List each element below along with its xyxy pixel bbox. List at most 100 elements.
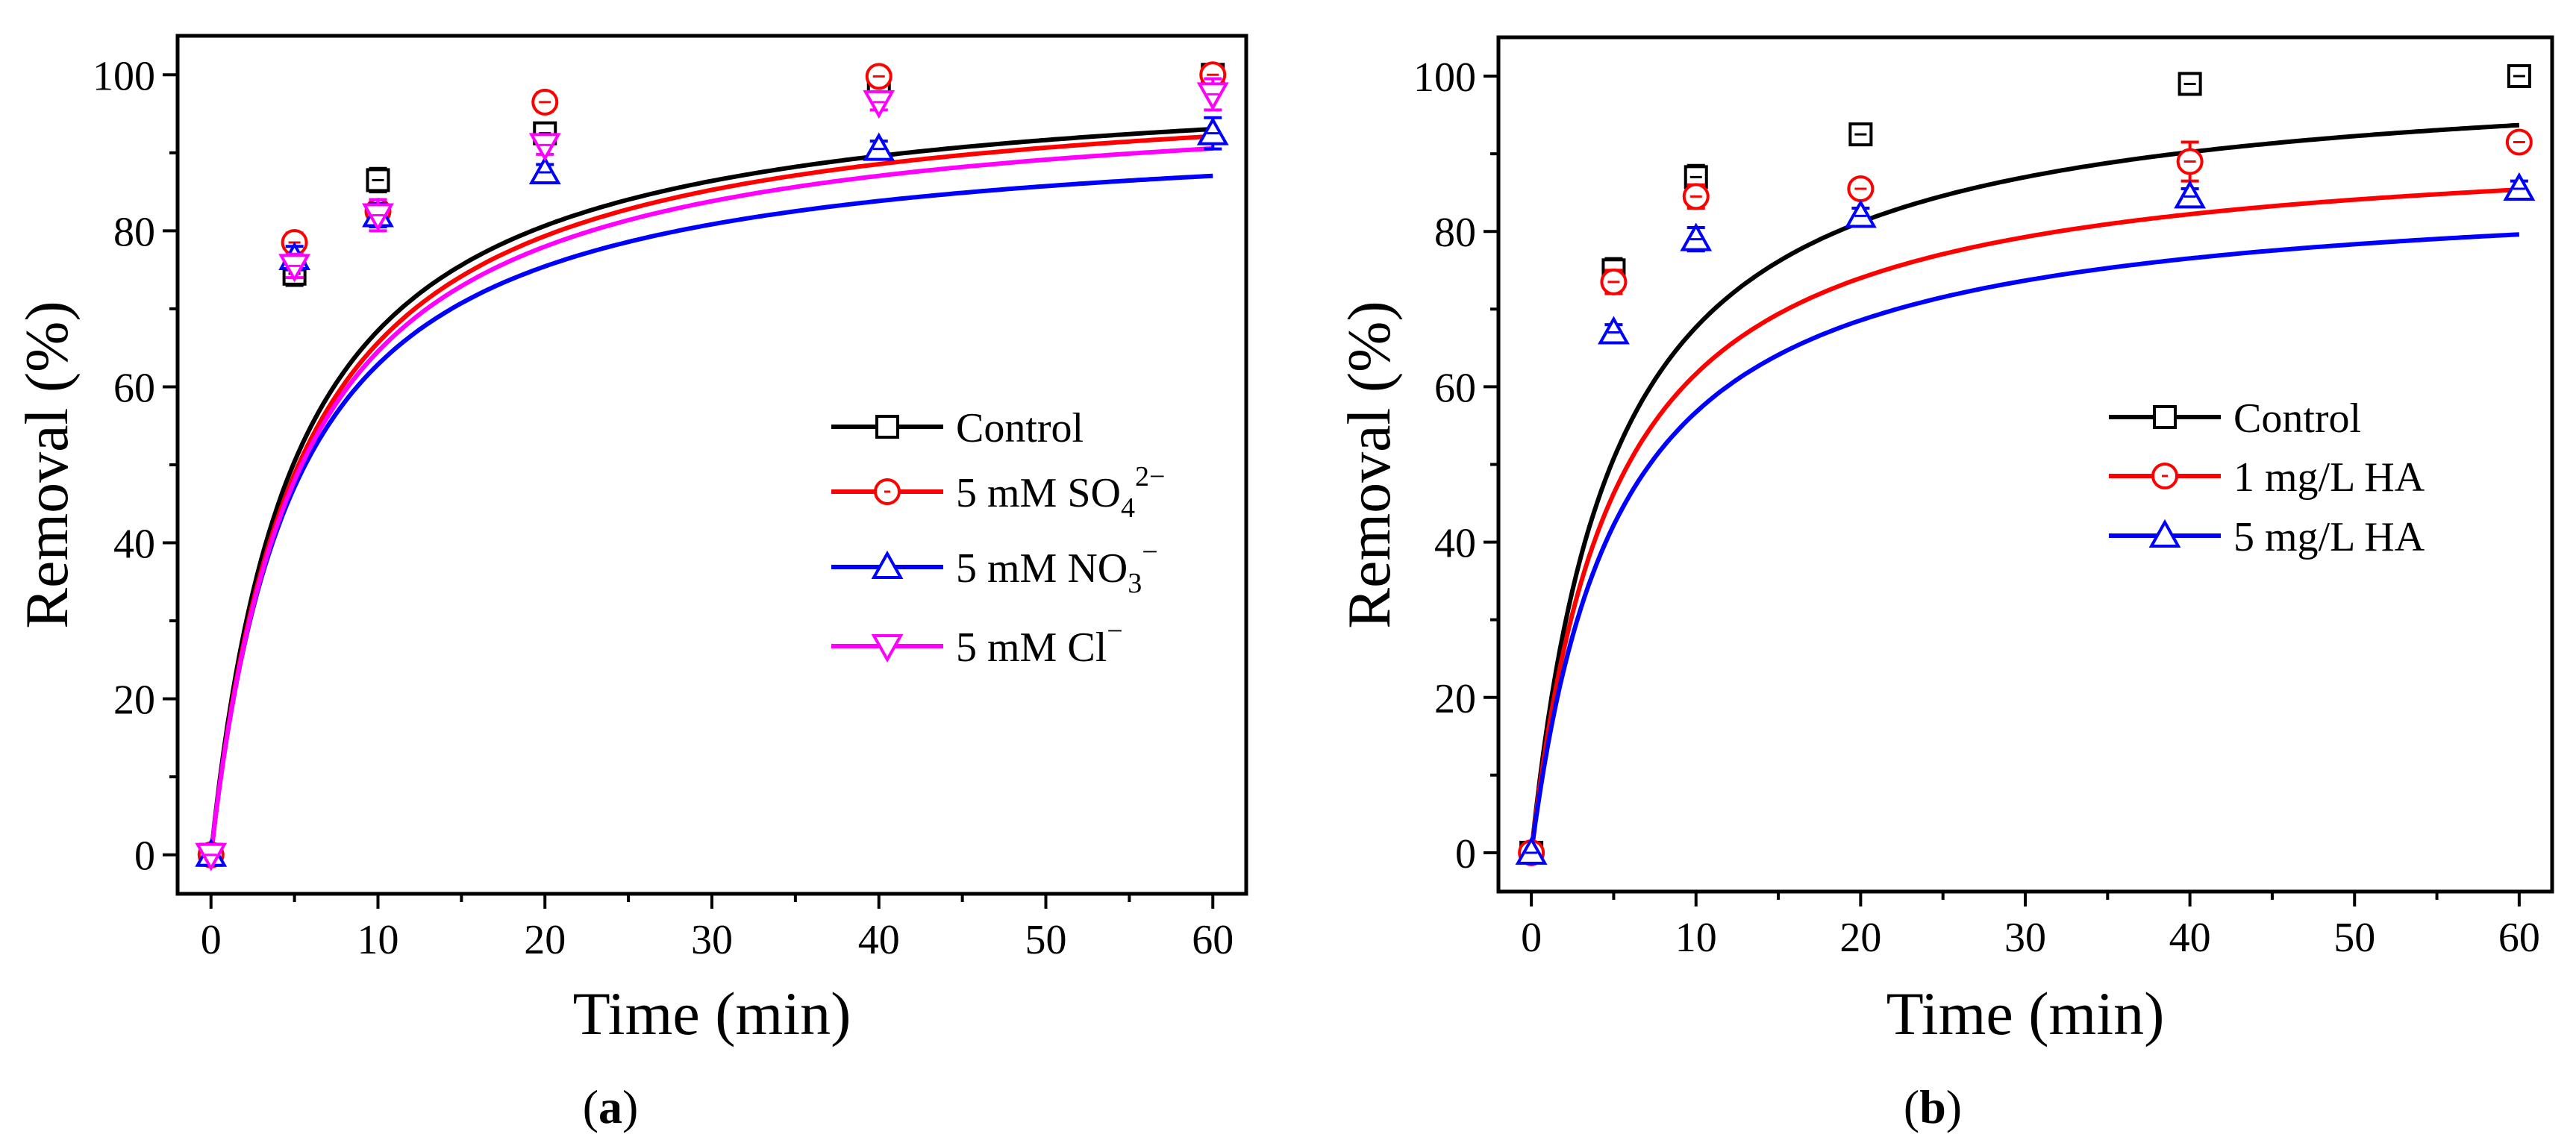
- data-point: [863, 90, 895, 119]
- x-tick-label: 50: [2333, 915, 2375, 961]
- data-point: [528, 155, 561, 184]
- x-tick-label: 60: [1192, 917, 1234, 963]
- fit-curve-0: [1529, 122, 2520, 854]
- y-axis-title: Removal (%): [13, 301, 81, 628]
- x-tick-label: 50: [1025, 917, 1067, 963]
- data-point: [1680, 222, 1713, 251]
- fit-curve-2: [1529, 232, 2520, 854]
- y-tick-label: 20: [113, 677, 155, 724]
- data-point: [528, 133, 561, 162]
- fit-curves: [208, 127, 1213, 856]
- fit-curve-0: [208, 127, 1213, 856]
- legend-entry-chloride: 5 mM Cl−: [831, 616, 1123, 671]
- legend-label-control: Control: [956, 405, 1084, 451]
- legend-entry-5mg-ha: 5 mg/L HA: [2109, 514, 2425, 560]
- legend-label-sulfate: 5 mM SO: [956, 470, 1121, 516]
- legend: Control 1 mg/L HA 5 mg/L HA: [2109, 395, 2425, 560]
- fit-curve-1: [1529, 187, 2520, 854]
- legend-label-chloride: 5 mM Cl: [956, 624, 1107, 671]
- y-tick-label: 60: [113, 365, 155, 411]
- x-tick-label: 60: [2498, 915, 2540, 961]
- panel-label: (a): [583, 1080, 639, 1133]
- svg-text:5 mg/L HA: 5 mg/L HA: [2233, 514, 2425, 560]
- x-tick-labels: 0 10 20 30 40 50 60: [1521, 915, 2540, 961]
- y-axis-title: Removal (%): [1335, 301, 1403, 628]
- legend: Control 5 mM SO42− 5 mM NO3− 5 mM Cl−: [831, 405, 1165, 671]
- legend-entry-control: Control: [831, 405, 1084, 451]
- data-points: [1515, 64, 2536, 866]
- fit-curve-1: [208, 134, 1213, 856]
- data-point: [1196, 116, 1229, 145]
- x-tick-label: 30: [2004, 915, 2046, 961]
- data-point: [362, 203, 394, 232]
- legend-entry-control: Control: [2109, 395, 2361, 442]
- data-point: [1598, 316, 1630, 345]
- panel-a-chart: 0 10 20 30 40 50 60 0 20 40 60 80 100 Control 5 mM …: [13, 34, 1248, 1133]
- legend-label-nitrate: 5 mM NO: [956, 545, 1128, 592]
- y-tick-label: 40: [1434, 521, 1476, 567]
- y-tick-label: 40: [113, 522, 155, 568]
- svg-text:5 mM Cl−: 5 mM Cl−: [956, 616, 1123, 671]
- legend-superscript-sulfate: 2−: [1135, 461, 1165, 492]
- legend-superscript-nitrate: −: [1142, 536, 1157, 568]
- legend-entry-sulfate: 5 mM SO42−: [831, 461, 1165, 524]
- svg-text:Control: Control: [956, 405, 1084, 451]
- x-tick-label: 0: [1521, 915, 1542, 961]
- svg-text:1 mg/L HA: 1 mg/L HA: [2233, 454, 2425, 501]
- legend-label-1mg-ha: 1 mg/L HA: [2233, 454, 2425, 501]
- x-tick-label: 0: [201, 917, 222, 963]
- legend-entry-1mg-ha: 1 mg/L HA: [2109, 454, 2425, 501]
- y-tick-label: 0: [1455, 831, 1476, 877]
- panel-label: (b): [1904, 1080, 1962, 1133]
- data-point: [2503, 172, 2536, 201]
- legend-superscript-chloride: −: [1107, 616, 1122, 647]
- x-tick-labels: 0 10 20 30 40 50 60: [201, 917, 1234, 963]
- data-point: [863, 132, 895, 161]
- fit-curve-2: [208, 173, 1213, 856]
- y-tick-label: 0: [134, 833, 155, 880]
- svg-text:5 mM SO42−: 5 mM SO42−: [956, 461, 1165, 524]
- data-point: [2174, 180, 2207, 209]
- x-tick-label: 10: [1675, 915, 1717, 961]
- svg-text:5 mM NO3−: 5 mM NO3−: [956, 536, 1158, 599]
- legend-label-5mg-ha: 5 mg/L HA: [2233, 514, 2425, 560]
- fit-curves: [1529, 122, 2520, 854]
- x-tick-label: 20: [1839, 915, 1881, 961]
- data-point: [1196, 82, 1229, 111]
- axis-ticks: [163, 73, 1215, 909]
- svg-text:Control: Control: [2233, 395, 2361, 442]
- data-point: [2178, 72, 2202, 96]
- fit-curve-3: [208, 146, 1213, 856]
- x-tick-label: 10: [357, 917, 399, 963]
- x-tick-label: 20: [524, 917, 566, 963]
- x-axis-title: Time (min): [1886, 980, 2165, 1048]
- legend-entry-nitrate: 5 mM NO3−: [831, 536, 1158, 599]
- y-tick-labels: 0 20 40 60 80 100: [93, 53, 155, 879]
- data-point: [366, 168, 390, 192]
- y-tick-label: 100: [1413, 54, 1476, 101]
- y-tick-label: 20: [1434, 676, 1476, 722]
- y-tick-label: 60: [1434, 365, 1476, 411]
- data-point: [1848, 122, 1873, 147]
- legend-label-control: Control: [2233, 395, 2361, 442]
- y-tick-labels: 0 20 40 60 80 100: [1413, 54, 1476, 877]
- data-points: [195, 61, 1229, 871]
- data-point: [1515, 836, 1548, 865]
- data-point: [1844, 199, 1877, 228]
- data-point: [278, 254, 311, 283]
- legend-subscript-nitrate: 3: [1128, 568, 1142, 599]
- panel-b-chart: 0 10 20 30 40 50 60 0 20 40 60 80 100 Control 1 mg/…: [1335, 35, 2554, 1133]
- y-tick-label: 100: [93, 53, 155, 99]
- panel-letter: a: [598, 1080, 622, 1133]
- legend-subscript-sulfate: 4: [1121, 492, 1135, 524]
- x-axis-title: Time (min): [573, 980, 851, 1048]
- data-point: [195, 842, 228, 871]
- y-tick-label: 80: [113, 209, 155, 255]
- x-tick-label: 30: [691, 917, 733, 963]
- y-tick-label: 80: [1434, 210, 1476, 256]
- x-tick-label: 40: [858, 917, 900, 963]
- x-tick-label: 40: [2169, 915, 2211, 961]
- axis-ticks: [1484, 75, 2521, 906]
- panel-letter: b: [1919, 1080, 1946, 1133]
